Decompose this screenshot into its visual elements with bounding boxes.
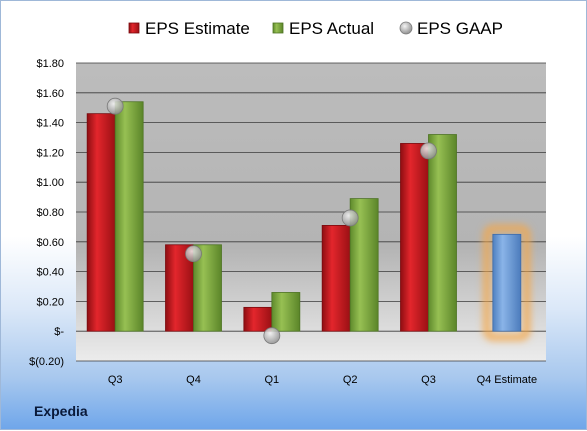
gaap-marker bbox=[185, 245, 202, 263]
estimate-bar bbox=[400, 143, 429, 332]
gaap-markers bbox=[106, 97, 437, 345]
y-axis-labels: $1.80 $1.60 $1.40 $1.20 $1.00 $0.80 $0.60 $0.40… bbox=[29, 58, 64, 368]
gaap-marker bbox=[341, 209, 359, 227]
estimate-bar bbox=[86, 113, 116, 332]
y-tick-label: $1.00 bbox=[36, 177, 64, 189]
actual-bar bbox=[271, 292, 301, 332]
legend-label: EPS Estimate bbox=[145, 19, 250, 38]
x-tick-label: Q2 bbox=[343, 374, 358, 386]
x-axis-labels: Q3 Q4 Q1 Q2 Q3 Q4 Estimate bbox=[108, 374, 537, 386]
legend-label: EPS GAAP bbox=[417, 19, 503, 38]
y-tick-label: $(0.20) bbox=[29, 356, 64, 368]
y-tick-label: $1.20 bbox=[36, 147, 64, 159]
x-tick-label: Q3 bbox=[421, 374, 436, 386]
legend-swatch bbox=[128, 22, 140, 34]
y-tick-label: $0.20 bbox=[36, 296, 64, 308]
actual-bar bbox=[114, 101, 144, 332]
estimate-bar bbox=[321, 225, 351, 332]
gridlines bbox=[76, 62, 546, 362]
bars bbox=[86, 101, 530, 341]
y-tick-label: $0.60 bbox=[36, 237, 64, 249]
legend: EPS Estimate EPS Actual EPS GAAP bbox=[128, 19, 503, 38]
gaap-marker bbox=[263, 327, 281, 345]
legend-label: EPS Actual bbox=[289, 19, 374, 38]
company-name: Expedia bbox=[34, 403, 88, 419]
legend-swatch bbox=[399, 21, 413, 35]
gaap-marker bbox=[420, 142, 437, 160]
x-tick-label: Q4 bbox=[186, 374, 201, 386]
actual-bar bbox=[428, 134, 457, 332]
estimate-bar bbox=[243, 306, 273, 332]
y-tick-label: $0.80 bbox=[36, 207, 64, 219]
x-tick-label: Q3 bbox=[108, 374, 123, 386]
y-tick-label: $- bbox=[54, 326, 64, 338]
y-tick-label: $0.40 bbox=[36, 267, 64, 279]
y-tick-label: $1.80 bbox=[36, 58, 64, 70]
y-tick-label: $1.40 bbox=[36, 118, 64, 130]
y-tick-label: $1.60 bbox=[36, 88, 64, 100]
x-tick-label: Q1 bbox=[264, 374, 279, 386]
q4-estimate-bar bbox=[492, 233, 522, 332]
legend-swatch bbox=[272, 22, 284, 34]
estimate-glow bbox=[483, 225, 530, 341]
x-tick-label: Q4 Estimate bbox=[477, 374, 538, 386]
gaap-marker bbox=[106, 97, 124, 115]
